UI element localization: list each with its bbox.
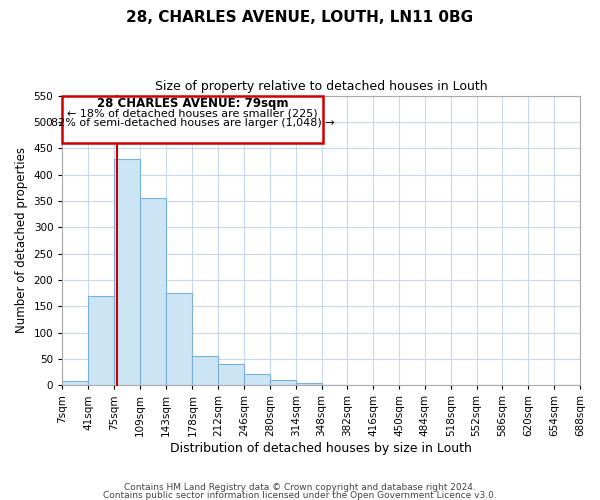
Bar [244,374,270,386]
Text: Contains public sector information licensed under the Open Government Licence v3: Contains public sector information licen… [103,490,497,500]
Text: 28 CHARLES AVENUE: 79sqm: 28 CHARLES AVENUE: 79sqm [97,97,289,110]
Y-axis label: Number of detached properties: Number of detached properties [15,148,28,334]
Bar [166,293,191,386]
Bar [140,198,166,386]
Text: 28, CHARLES AVENUE, LOUTH, LN11 0BG: 28, CHARLES AVENUE, LOUTH, LN11 0BG [127,10,473,25]
Bar [296,383,322,386]
Bar [218,364,244,386]
Bar [554,385,580,386]
Bar [114,159,140,386]
Bar [476,385,502,386]
Text: Contains HM Land Registry data © Crown copyright and database right 2024.: Contains HM Land Registry data © Crown c… [124,484,476,492]
Bar [62,381,88,386]
Bar [62,96,323,143]
Bar [193,356,218,386]
Bar [322,385,347,386]
Bar [88,296,114,386]
Text: 82% of semi-detached houses are larger (1,048) →: 82% of semi-detached houses are larger (… [51,118,335,128]
Text: ← 18% of detached houses are smaller (225): ← 18% of detached houses are smaller (22… [67,109,318,119]
X-axis label: Distribution of detached houses by size in Louth: Distribution of detached houses by size … [170,442,472,455]
Bar [270,380,296,386]
Title: Size of property relative to detached houses in Louth: Size of property relative to detached ho… [155,80,487,93]
